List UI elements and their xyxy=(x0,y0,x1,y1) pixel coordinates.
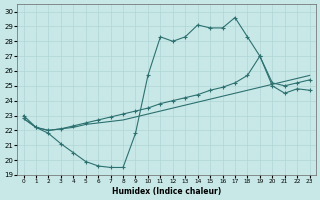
X-axis label: Humidex (Indice chaleur): Humidex (Indice chaleur) xyxy=(112,187,221,196)
